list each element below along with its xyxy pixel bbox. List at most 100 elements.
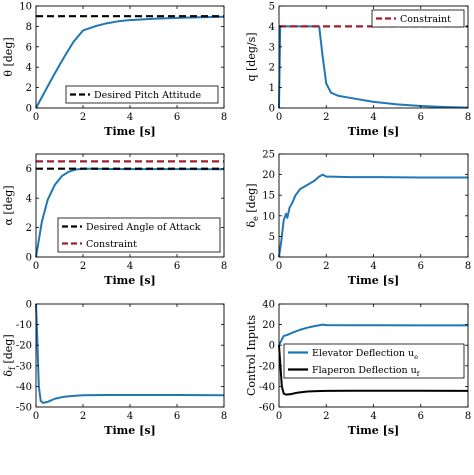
x-tick-label: 0 [276,112,282,123]
legend-entry: Elevator Deflection ue [312,348,418,361]
x-tick-label: 0 [276,261,282,272]
x-tick-label: 6 [418,112,424,123]
legend-entry: Desired Angle of Attack [86,222,201,233]
legend-box [283,343,465,379]
x-tick-label: 4 [127,411,133,422]
x-axis-label: Time [s] [104,125,155,138]
y-tick-label: 20 [262,170,275,181]
legend: Elevator Deflection ue Flaperon Deflectio… [283,343,465,379]
plot-frame [278,153,469,258]
y-axis-label: δe [deg] [245,184,260,228]
y-tick-label: -40 [259,382,275,393]
y-tick-label: 15 [262,191,275,202]
y-tick-label: 10 [262,211,275,222]
series-line-1 [35,15,225,109]
y-tick-label: 5 [269,232,275,243]
x-tick-label: 4 [370,411,376,422]
chart-panel-6: 0 2 4 6 8 -60 -40 -20 0 20 40 Time [s] Control Input… [245,300,471,438]
chart-panel-2: 0 2 4 6 8 0 1 2 3 4 5 Time [s] q [deg/s] Constraint [245,2,471,139]
y-tick-label: 0 [269,104,275,115]
y-axis-label: Control Inputs [245,315,258,396]
chart-panel-3: 0 2 4 6 8 0 2 4 6 Time [s] α [deg] Desired Angle of… [2,153,227,287]
y-tick-label: 2 [269,63,275,74]
legend-box [65,85,219,104]
x-axis-label: Time [s] [104,274,155,287]
legend: Constraint [371,9,465,28]
x-tick-label: 2 [323,261,329,272]
y-tick-label: -20 [16,341,32,352]
y-tick-label: 3 [269,42,275,53]
y-tick-label: 20 [262,320,275,331]
x-tick-label: 2 [80,411,86,422]
y-tick-label: -10 [16,320,32,331]
y-tick-label: -60 [259,403,275,414]
y-tick-label: 0 [269,253,275,264]
x-tick-label: 2 [323,411,329,422]
legend-box [371,9,465,28]
x-tick-label: 6 [418,411,424,422]
y-tick-label: 4 [26,194,32,205]
x-tick-label: 0 [33,112,39,123]
x-tick-label: 0 [33,261,39,272]
legend-box [57,217,221,253]
x-tick-label: 2 [80,112,86,123]
x-tick-label: 2 [323,112,329,123]
legend-entry: Flaperon Deflection uf [312,365,420,378]
y-axis-label: q [deg/s] [245,32,258,81]
y-tick-label: -50 [16,403,32,414]
legend-entry: Constraint [86,239,137,250]
x-tick-label: 4 [127,112,133,123]
x-tick-label: 8 [221,411,227,422]
x-tick-label: 8 [221,261,227,272]
chart-panel-1: 0 2 4 6 8 0 2 4 6 8 10 Time [s] θ [deg] Desired Pitch… [2,2,227,139]
legend-entry: Desired Pitch Attitude [94,90,202,101]
y-tick-label: 4 [26,63,32,74]
chart-panel-5: 0 2 4 6 8 -50 -40 -30 -20 -10 0 Time [s] δf [deg] [2,300,227,438]
y-tick-label: 0 [26,104,32,115]
legend-entry: Constraint [400,14,451,25]
legend: Desired Angle of Attack Constraint [57,217,221,253]
y-tick-label: 10 [19,2,32,13]
y-tick-label: 8 [26,22,32,33]
x-tick-label: 0 [33,411,39,422]
series-line-2 [278,345,469,396]
x-tick-label: 6 [418,261,424,272]
y-axis-label: θ [deg] [2,37,15,76]
x-tick-label: 6 [174,261,180,272]
y-tick-label: 4 [269,22,275,33]
series-line-1 [278,323,468,346]
y-tick-label: 5 [269,2,275,13]
y-tick-label: 0 [26,300,32,311]
x-tick-label: 4 [127,261,133,272]
y-tick-label: 2 [26,83,32,94]
y-axis-label: α [deg] [2,185,15,225]
x-tick-label: 4 [370,261,376,272]
x-tick-label: 0 [276,411,282,422]
x-tick-label: 8 [465,411,471,422]
x-tick-label: 6 [174,112,180,123]
y-tick-label: 40 [262,300,275,311]
x-tick-label: 8 [221,112,227,123]
chart-panel-4: 0 2 4 6 8 0 5 10 15 20 25 Time [s] δe [deg] [245,150,471,288]
x-axis-label: Time [s] [348,424,399,437]
y-tick-label: 2 [26,223,32,234]
x-tick-label: 2 [80,261,86,272]
y-tick-label: 25 [262,150,275,161]
x-axis-label: Time [s] [348,125,399,138]
x-axis-label: Time [s] [104,424,155,437]
series-line-1 [35,303,225,404]
x-tick-label: 4 [370,112,376,123]
x-tick-label: 8 [465,112,471,123]
x-tick-label: 6 [174,411,180,422]
y-axis-label: δf [deg] [2,334,17,376]
y-tick-label: -20 [259,361,275,372]
y-tick-label: 0 [269,341,275,352]
y-tick-label: 1 [269,83,275,94]
y-tick-label: -30 [16,361,32,372]
y-tick-label: -40 [16,382,32,393]
x-tick-label: 8 [465,261,471,272]
y-tick-label: 0 [26,253,32,264]
plot-frame [35,303,225,408]
y-tick-label: 6 [26,164,32,175]
